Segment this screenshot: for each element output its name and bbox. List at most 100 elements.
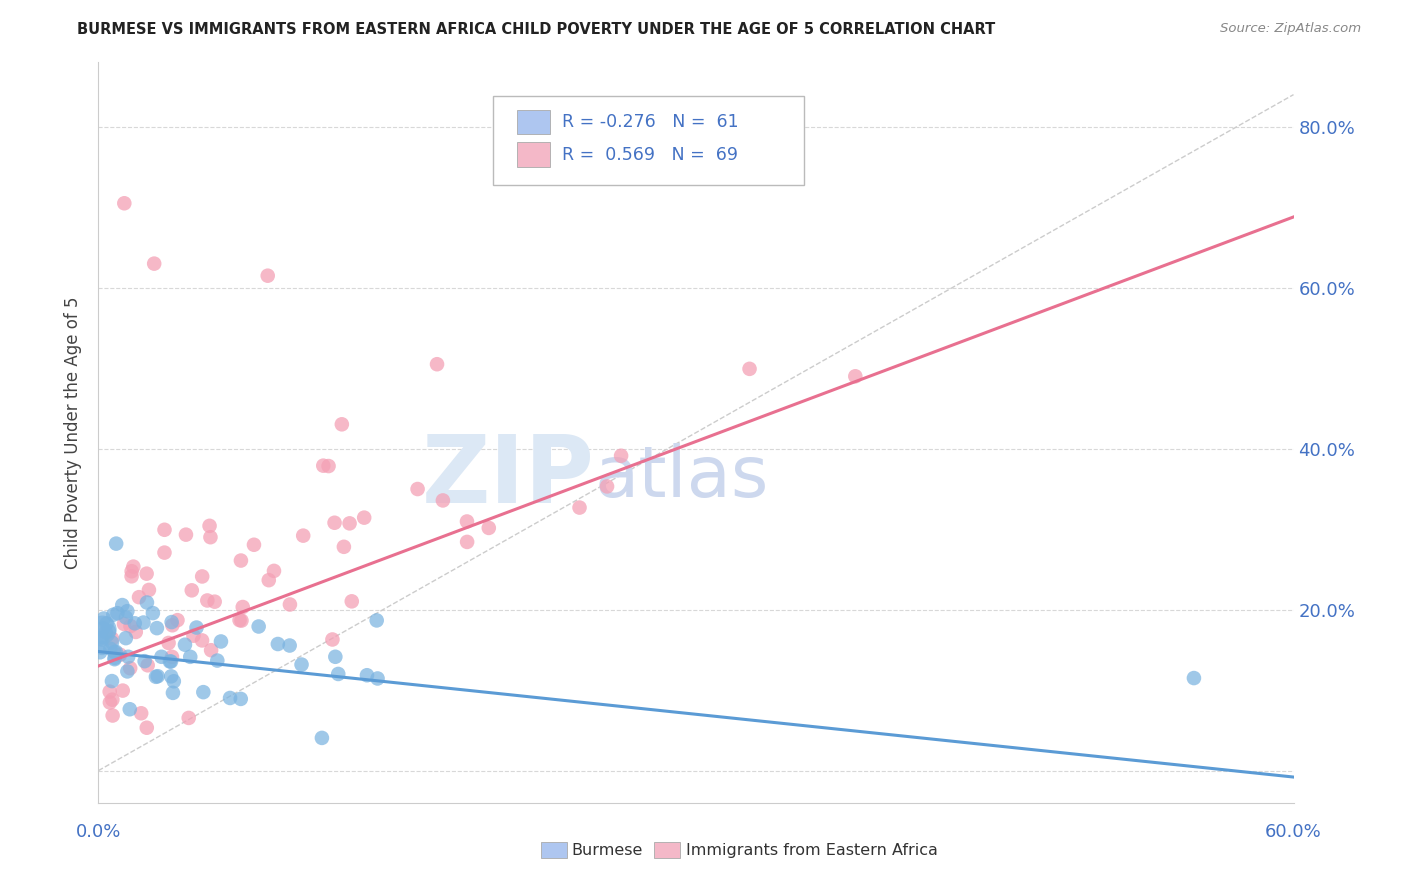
Point: [91, 632, 114, 647]
Point: [174, 527, 197, 541]
Point: [160, 649, 183, 664]
Point: [111, 598, 134, 612]
Text: 60.0%: 60.0%: [1265, 823, 1322, 841]
Point: [104, 651, 127, 665]
Point: [232, 600, 254, 615]
Point: [120, 661, 142, 675]
Point: [98, 696, 121, 710]
Point: [738, 362, 761, 376]
Point: [118, 702, 141, 716]
Point: [160, 669, 183, 683]
Point: [122, 559, 145, 574]
Point: [153, 523, 176, 537]
Point: [312, 458, 335, 473]
Point: [278, 639, 301, 653]
Point: [132, 615, 155, 630]
Point: [115, 610, 138, 624]
Point: [97, 624, 120, 638]
Point: [138, 582, 160, 597]
Point: [596, 479, 619, 493]
Point: [157, 636, 180, 650]
Point: [101, 632, 124, 646]
Point: [135, 721, 157, 735]
Point: [263, 564, 285, 578]
Point: [231, 614, 253, 628]
Point: [323, 516, 346, 530]
Point: [278, 598, 301, 612]
Text: BURMESE VS IMMIGRANTS FROM EASTERN AFRICA CHILD POVERTY UNDER THE AGE OF 5 CORRE: BURMESE VS IMMIGRANTS FROM EASTERN AFRIC…: [77, 22, 995, 37]
Point: [136, 595, 159, 609]
Point: [143, 257, 166, 271]
Point: [195, 593, 218, 607]
Text: Burmese: Burmese: [572, 843, 643, 858]
Point: [243, 538, 266, 552]
Point: [162, 618, 184, 632]
Point: [117, 649, 139, 664]
Point: [207, 654, 229, 668]
Point: [94, 625, 117, 640]
Point: [160, 615, 183, 629]
Point: [339, 516, 361, 531]
Point: [121, 569, 143, 583]
Point: [101, 708, 124, 723]
Point: [150, 649, 173, 664]
FancyBboxPatch shape: [494, 95, 804, 185]
Point: [166, 613, 188, 627]
Point: [117, 604, 139, 618]
Point: [568, 500, 591, 515]
Point: [325, 649, 347, 664]
Point: [163, 674, 186, 689]
Point: [456, 535, 478, 549]
Bar: [654, 842, 681, 858]
Point: [159, 655, 181, 669]
Point: [432, 493, 454, 508]
Point: [105, 536, 128, 550]
Point: [117, 665, 139, 679]
Text: R = -0.276   N =  61: R = -0.276 N = 61: [562, 113, 738, 131]
Point: [198, 519, 221, 533]
Point: [120, 619, 142, 633]
Point: [96, 616, 118, 631]
Point: [107, 606, 129, 620]
Point: [456, 515, 478, 529]
Point: [128, 590, 150, 604]
Point: [115, 631, 138, 645]
Point: [90, 631, 112, 645]
Point: [229, 692, 252, 706]
Point: [292, 528, 315, 542]
Point: [610, 449, 633, 463]
Point: [160, 655, 183, 669]
Point: [91, 621, 114, 635]
Text: atlas: atlas: [595, 442, 769, 511]
Point: [101, 692, 124, 706]
Point: [134, 654, 156, 668]
Point: [204, 595, 226, 609]
Point: [100, 641, 122, 656]
Point: [146, 669, 169, 683]
Point: [267, 637, 290, 651]
Point: [209, 634, 232, 648]
Point: [318, 458, 340, 473]
Point: [191, 569, 214, 583]
Point: [142, 606, 165, 620]
Text: ZIP: ZIP: [422, 431, 595, 523]
Point: [219, 690, 242, 705]
Point: [174, 638, 197, 652]
Point: [103, 645, 125, 659]
Text: 0.0%: 0.0%: [76, 823, 121, 841]
Point: [353, 510, 375, 524]
Point: [328, 667, 350, 681]
Bar: [541, 842, 567, 858]
Point: [103, 607, 125, 622]
Point: [124, 616, 146, 631]
Point: [101, 635, 124, 649]
Point: [146, 621, 169, 635]
Point: [183, 629, 205, 643]
Point: [229, 553, 252, 567]
Point: [177, 711, 200, 725]
Point: [103, 652, 125, 666]
Point: [180, 583, 202, 598]
Point: [112, 617, 135, 632]
Point: [121, 564, 143, 578]
Point: [101, 674, 124, 689]
